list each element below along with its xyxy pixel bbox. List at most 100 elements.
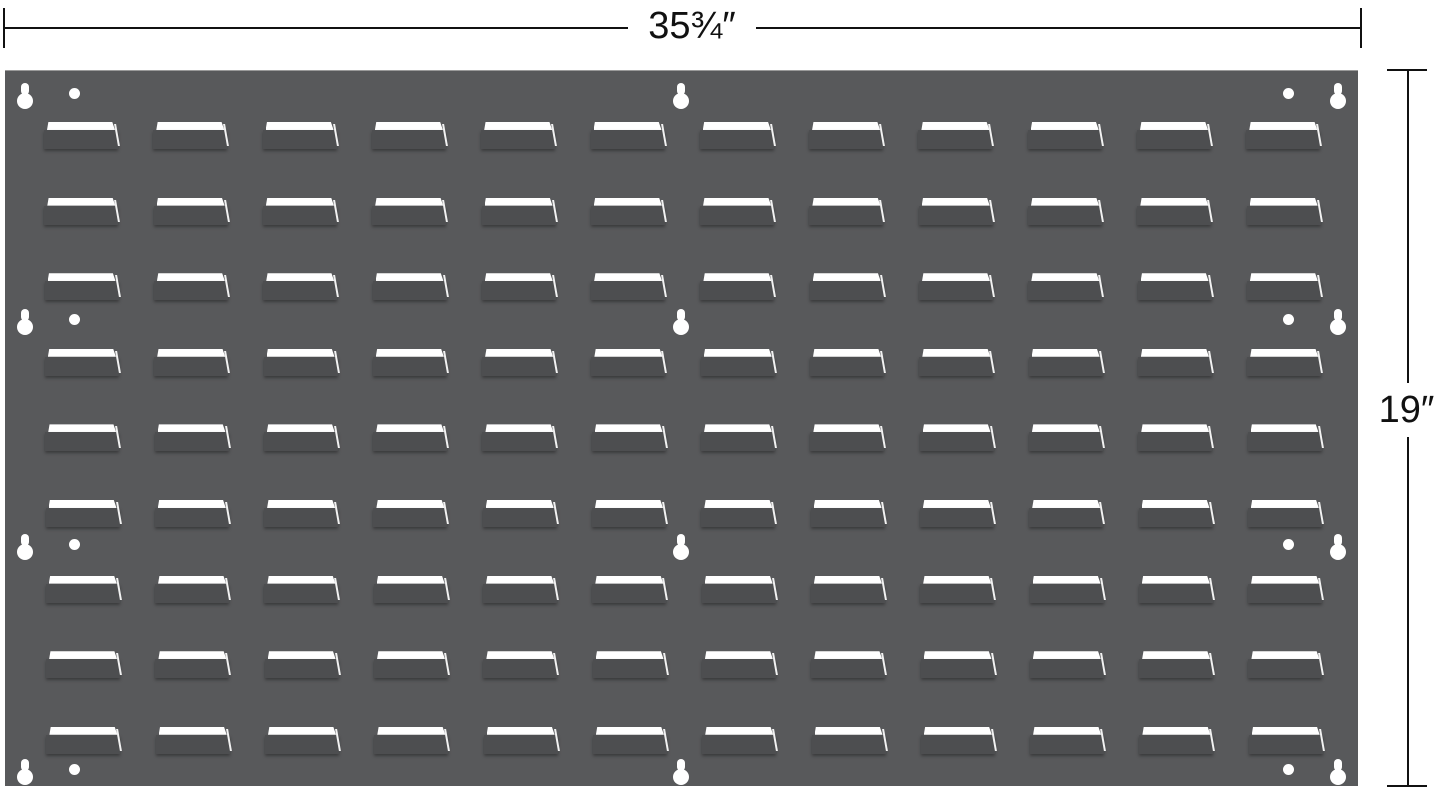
louver-slot xyxy=(1028,273,1105,301)
louver-slot xyxy=(263,348,340,376)
louver-slot xyxy=(373,575,450,603)
louver-slot xyxy=(702,726,779,754)
louver-slot xyxy=(263,273,340,301)
keyhole-mounting-slot xyxy=(17,309,33,337)
louver-slot xyxy=(1137,197,1214,225)
louver-slot xyxy=(809,197,886,225)
mounting-hole xyxy=(1283,314,1294,325)
louver-slot xyxy=(372,273,449,301)
louver-slot xyxy=(264,500,341,527)
louver-slot xyxy=(155,651,232,679)
mounting-hole xyxy=(1283,88,1294,99)
mounting-hole xyxy=(69,764,80,775)
louver-slot xyxy=(481,122,558,149)
mounting-hole xyxy=(1283,539,1294,550)
width-label: 35¾″ xyxy=(628,2,756,50)
louver-slot xyxy=(590,122,667,149)
louver-slot xyxy=(1247,500,1324,527)
louver-slot xyxy=(1138,500,1215,527)
louver-slot xyxy=(810,500,887,527)
louver-slot xyxy=(44,273,121,301)
louver-slot xyxy=(373,500,450,527)
louver-slot xyxy=(44,197,121,225)
keyhole-mounting-slot xyxy=(1330,534,1346,562)
louver-slot xyxy=(1030,726,1107,754)
louver-slot xyxy=(592,726,669,754)
louver-slot xyxy=(920,651,997,679)
louver-slot xyxy=(374,726,451,754)
louver-slot xyxy=(811,651,888,679)
width-dimension-cap-right xyxy=(1360,8,1362,48)
louver-slot xyxy=(483,575,559,603)
louver-slot xyxy=(701,651,778,679)
louver-slot xyxy=(809,273,886,301)
louver-slot xyxy=(700,273,777,301)
louver-slot xyxy=(810,348,886,376)
keyhole-mounting-slot xyxy=(1330,309,1346,337)
louver-slot xyxy=(483,651,560,679)
louver-slot xyxy=(701,424,777,452)
louver-slot xyxy=(374,651,450,679)
louver-slot xyxy=(918,197,995,225)
louver-slot xyxy=(701,500,778,527)
louver-slot xyxy=(1248,651,1325,679)
louver-slot xyxy=(591,424,668,452)
louver-slot xyxy=(1138,424,1215,452)
louver-slot xyxy=(265,726,341,754)
louver-slot xyxy=(1028,197,1104,225)
louver-slot xyxy=(153,273,230,301)
louver-slot xyxy=(1246,197,1323,225)
louver-slot xyxy=(1247,424,1324,452)
mounting-hole xyxy=(69,314,80,325)
louver-slot xyxy=(154,348,231,376)
mounting-hole xyxy=(69,539,80,550)
louver-slot xyxy=(1246,273,1323,301)
louver-slot xyxy=(154,500,231,527)
louver-slot xyxy=(264,651,341,679)
louver-slot xyxy=(264,575,341,603)
mounting-hole xyxy=(69,88,80,99)
louver-slot xyxy=(482,424,559,452)
louver-slot xyxy=(45,500,122,527)
louver-slot xyxy=(153,122,230,149)
louver-slot xyxy=(700,197,777,225)
louver-slot xyxy=(920,575,997,603)
louver-slot xyxy=(1137,348,1214,376)
keyhole-mounting-slot xyxy=(1330,83,1346,111)
louver-slot xyxy=(45,424,122,452)
louver-slot xyxy=(592,500,668,527)
keyhole-mounting-slot xyxy=(673,534,689,562)
keyhole-mounting-slot xyxy=(17,534,33,562)
louver-slot xyxy=(919,348,996,376)
louver-slot xyxy=(155,575,232,603)
louver-slot xyxy=(154,424,231,452)
mounting-hole xyxy=(1283,764,1294,775)
louver-slot xyxy=(46,726,123,754)
keyhole-mounting-slot xyxy=(673,309,689,337)
louver-slot xyxy=(1248,726,1325,754)
louver-slot xyxy=(1247,348,1324,376)
louver-slot xyxy=(44,348,121,376)
louver-slot xyxy=(1137,122,1213,149)
louver-slot xyxy=(1028,424,1105,452)
louver-slot xyxy=(262,197,339,225)
height-dimension-cap-top xyxy=(1387,69,1427,71)
keyhole-mounting-slot xyxy=(673,83,689,111)
louver-slot xyxy=(1029,651,1106,679)
louver-slot xyxy=(153,197,230,225)
louver-slot xyxy=(45,575,122,603)
height-label: 19″ xyxy=(1368,383,1445,437)
louver-slot xyxy=(810,575,887,603)
louver-slot xyxy=(810,424,887,452)
louver-slot xyxy=(1137,273,1214,301)
height-dimension-cap-bottom xyxy=(1387,785,1427,787)
louver-slot xyxy=(263,424,340,452)
louver-slot xyxy=(590,197,667,225)
louver-slot xyxy=(483,726,560,754)
louver-slot xyxy=(1248,575,1325,603)
louver-slot xyxy=(699,122,776,149)
louver-slot xyxy=(262,122,339,149)
louver-slot xyxy=(919,273,995,301)
louver-slot xyxy=(918,122,995,149)
louver-slot xyxy=(44,122,120,149)
